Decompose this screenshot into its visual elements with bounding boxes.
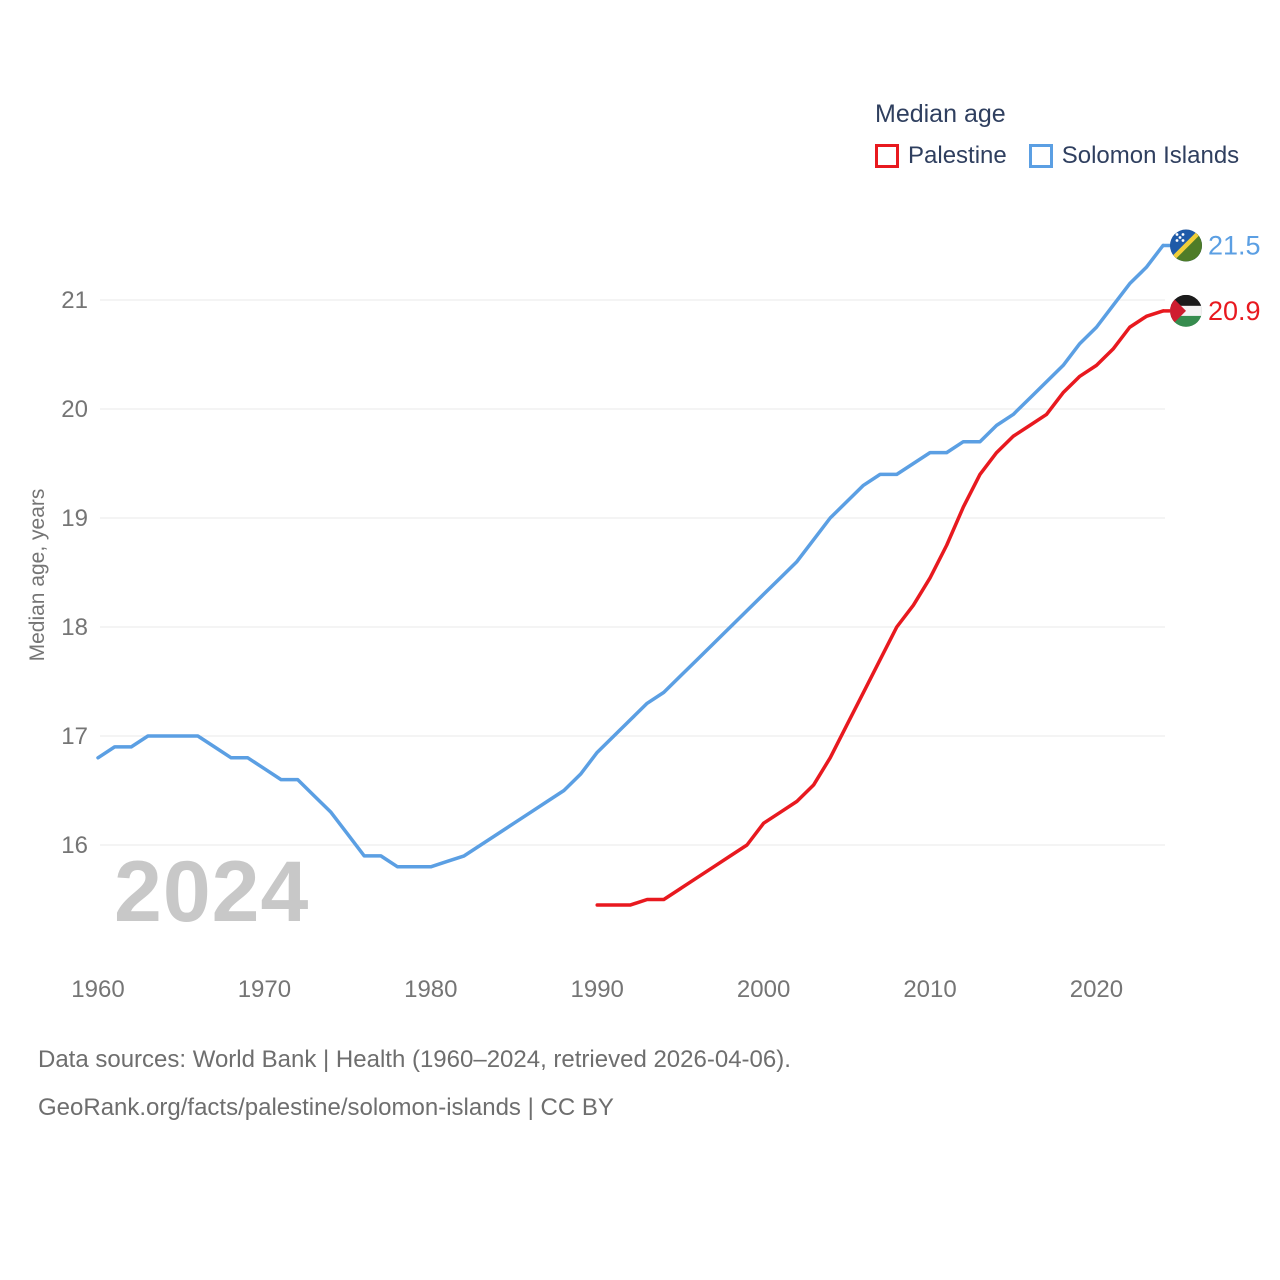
watermark-year: 2024: [114, 844, 310, 940]
footer-sources: Data sources: World Bank | Health (1960–…: [38, 1046, 791, 1073]
y-tick-label: 21: [61, 287, 88, 314]
x-tick-label: 2000: [737, 976, 790, 1003]
solomon-islands-swatch-icon: [1028, 144, 1053, 168]
palestine-end-value: 20.9: [1208, 296, 1261, 326]
x-tick-label: 1990: [571, 976, 624, 1003]
y-tick-label: 17: [61, 723, 88, 750]
y-axis-title: Median age, years: [26, 489, 49, 662]
solomon-islands-line: [96, 243, 1165, 869]
legend-title: Median age: [875, 100, 1006, 128]
legend: Median age Palestine Solomon Islands: [875, 100, 1239, 170]
palestine-swatch-icon: [875, 144, 899, 168]
y-tick-label: 16: [61, 832, 88, 859]
solomon-islands-end-value: 21.5: [1208, 231, 1261, 261]
x-tick-label: 1960: [71, 976, 124, 1003]
legend-item-label: Solomon Islands: [1061, 142, 1240, 169]
solomon-islands-flag-icon: [1170, 229, 1202, 262]
legend-items: Palestine Solomon Islands: [875, 142, 1239, 170]
x-tick-label: 2020: [1070, 976, 1123, 1003]
footer-attribution: GeoRank.org/facts/palestine/solomon-isla…: [38, 1094, 614, 1121]
legend-item-palestine[interactable]: Palestine: [875, 142, 1007, 170]
palestine-line: [595, 309, 1165, 907]
x-tick-label: 2010: [903, 976, 956, 1003]
y-tick-label: 19: [61, 505, 88, 532]
palestine-flag-icon: [1170, 294, 1202, 327]
y-tick-label: 18: [61, 614, 88, 641]
legend-item-solomon-islands[interactable]: Solomon Islands: [1028, 142, 1240, 170]
footer: Data sources: World Bank | Health (1960–…: [38, 1036, 791, 1132]
legend-item-label: Palestine: [908, 142, 1007, 169]
x-tick-label: 1970: [238, 976, 291, 1003]
y-tick-label: 20: [61, 396, 88, 423]
x-tick-label: 1980: [404, 976, 457, 1003]
